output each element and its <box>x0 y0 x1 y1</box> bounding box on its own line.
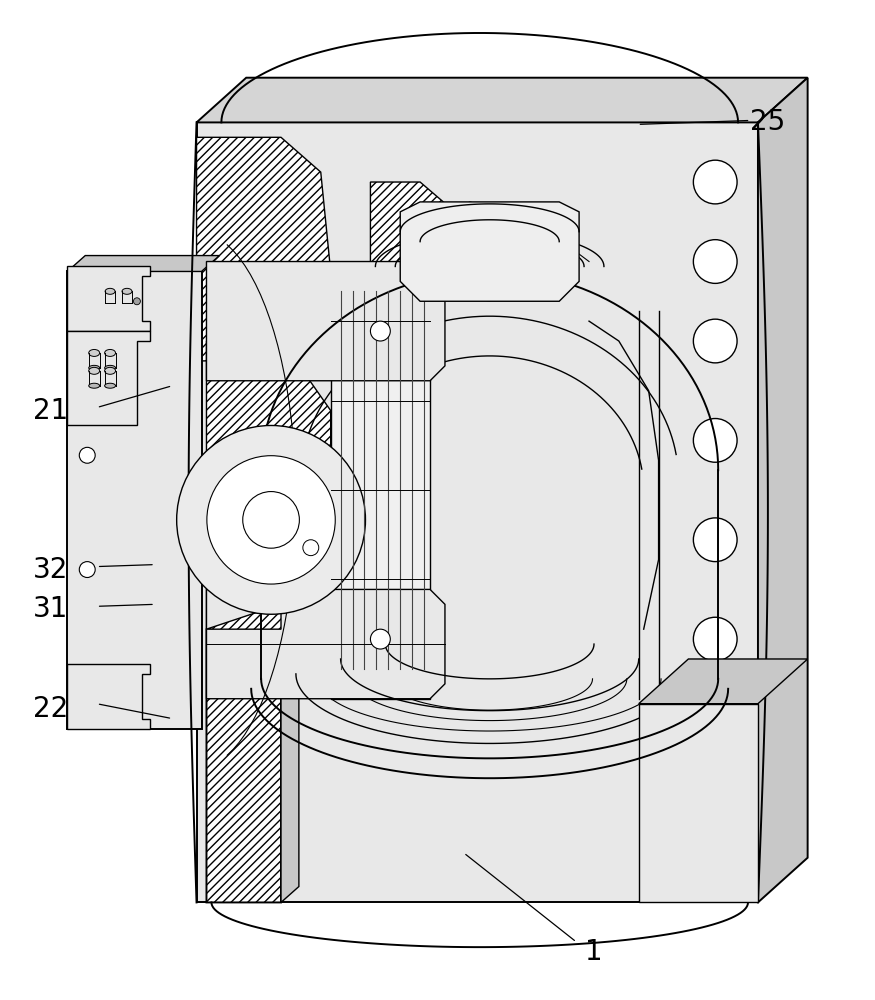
Polygon shape <box>67 664 150 729</box>
Circle shape <box>693 319 737 363</box>
Circle shape <box>303 540 318 556</box>
Ellipse shape <box>105 365 116 370</box>
Circle shape <box>693 518 737 562</box>
Text: 21: 21 <box>33 397 68 425</box>
Polygon shape <box>758 78 808 902</box>
Polygon shape <box>639 659 808 704</box>
Polygon shape <box>206 589 445 699</box>
Text: 25: 25 <box>750 108 786 136</box>
Circle shape <box>80 447 95 463</box>
Polygon shape <box>206 599 281 902</box>
Circle shape <box>693 722 737 765</box>
Ellipse shape <box>88 349 100 356</box>
Ellipse shape <box>88 383 100 388</box>
Ellipse shape <box>88 367 100 374</box>
Ellipse shape <box>105 383 116 388</box>
Polygon shape <box>206 579 281 629</box>
Circle shape <box>177 425 366 614</box>
Ellipse shape <box>105 288 115 294</box>
Polygon shape <box>67 256 220 271</box>
Text: 22: 22 <box>33 695 68 723</box>
Ellipse shape <box>105 349 116 356</box>
Polygon shape <box>67 271 201 729</box>
Circle shape <box>693 419 737 462</box>
Polygon shape <box>197 137 331 361</box>
Text: 31: 31 <box>33 595 68 623</box>
Polygon shape <box>67 331 150 425</box>
Polygon shape <box>639 704 758 902</box>
Circle shape <box>242 492 299 548</box>
Polygon shape <box>206 262 445 381</box>
Polygon shape <box>331 271 430 699</box>
Polygon shape <box>67 266 150 331</box>
Ellipse shape <box>105 367 116 374</box>
Circle shape <box>702 789 729 817</box>
Ellipse shape <box>88 365 100 370</box>
Ellipse shape <box>122 288 132 294</box>
Circle shape <box>693 240 737 283</box>
Circle shape <box>134 298 140 305</box>
Polygon shape <box>281 613 299 902</box>
Circle shape <box>370 321 390 341</box>
Circle shape <box>206 456 335 584</box>
Polygon shape <box>197 78 808 122</box>
Text: 32: 32 <box>33 556 68 584</box>
Polygon shape <box>197 122 758 902</box>
Circle shape <box>370 629 390 649</box>
Circle shape <box>80 562 95 578</box>
Polygon shape <box>370 182 490 301</box>
Circle shape <box>693 160 737 204</box>
Text: 1: 1 <box>585 938 603 966</box>
Polygon shape <box>206 341 331 629</box>
Circle shape <box>693 617 737 661</box>
Polygon shape <box>400 202 579 301</box>
